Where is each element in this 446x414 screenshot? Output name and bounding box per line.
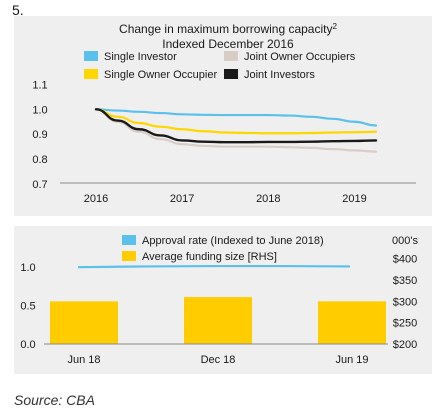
right-tick-label: $350 <box>393 275 417 287</box>
approval-funding-chart-panel: Approval rate (Indexed to June 2018) Aver… <box>14 226 432 374</box>
x-tick-label: 2019 <box>342 193 366 205</box>
legend-swatch-single-owner-occupier <box>84 69 98 79</box>
y-tick-label: 0.8 <box>32 154 47 166</box>
right-tick-label: $300 <box>393 296 417 308</box>
legend-swatch-approval-rate-indexed-to-june-2018 <box>122 235 136 245</box>
legend-label-joint-owner-occupiers: Joint Owner Occupiers <box>244 51 356 63</box>
right-tick-label: $400 <box>393 254 417 266</box>
x-axis-ticks: 2016 2017 2018 2019 <box>84 193 367 205</box>
approval-funding-chart: Approval rate (Indexed to June 2018) Aver… <box>20 235 418 366</box>
y-tick-label: 0.9 <box>32 129 47 141</box>
legend-label-single-investor: Single Investor <box>104 51 177 63</box>
funding-bar-dec-18 <box>184 297 252 344</box>
legend-swatch-average-funding-size-rhs <box>122 251 136 261</box>
approval-line <box>77 264 351 269</box>
chart-legend: Approval rate (Indexed to June 2018) Aver… <box>122 235 324 263</box>
funding-bars <box>50 297 386 344</box>
legend-swatch-single-investor <box>84 51 98 61</box>
legend-swatch-joint-investors <box>224 69 238 79</box>
chart-title-superscript: 2 <box>332 22 337 31</box>
x-axis-ticks: Jun 18 Dec 18 Jun 19 <box>67 354 368 366</box>
x-tick-label: Dec 18 <box>201 354 236 366</box>
series-line-joint-owner-occupiers <box>94 108 378 153</box>
legend-swatch-joint-owner-occupiers <box>224 51 238 61</box>
chart-title-text: Change in maximum borrowing capacity <box>119 22 332 36</box>
legend-label-average-funding-size-rhs: Average funding size [RHS] <box>142 251 277 263</box>
x-tick-label: Jun 19 <box>335 354 368 366</box>
source-note: Source: CBA <box>14 392 95 408</box>
series-line-single-investor <box>94 108 378 127</box>
left-tick-label: 1.0 <box>20 262 35 274</box>
chart-legend: Single Investor Single Owner Occupier Join… <box>84 51 356 81</box>
left-tick-label: 0.5 <box>20 301 35 313</box>
x-tick-label: 2017 <box>170 193 194 205</box>
figure-number: 5. <box>12 2 24 18</box>
right-axis-unit-label: 000's <box>392 235 418 247</box>
x-tick-label: 2016 <box>84 193 108 205</box>
left-tick-label: 0.0 <box>20 339 35 351</box>
chart-subtitle: Indexed December 2016 <box>162 37 294 51</box>
right-axis-ticks: $400 $350 $300 $250 $200 <box>393 254 417 351</box>
y-tick-label: 1.0 <box>32 104 47 116</box>
borrowing-capacity-chart-panel: Change in maximum borrowing capacity2 In… <box>14 16 432 216</box>
funding-bar-jun-19 <box>318 301 386 344</box>
legend-label-joint-investors: Joint Investors <box>244 69 315 81</box>
right-tick-label: $200 <box>393 339 417 351</box>
right-tick-label: $250 <box>393 318 417 330</box>
chart-title: Change in maximum borrowing capacity2 <box>119 22 337 36</box>
funding-bar-jun-18 <box>50 301 118 344</box>
y-tick-label: 1.1 <box>32 79 47 91</box>
x-tick-label: Jun 18 <box>67 354 100 366</box>
legend-label-single-owner-occupier: Single Owner Occupier <box>104 69 217 81</box>
left-axis-ticks: 1.0 0.5 0.0 <box>20 262 35 351</box>
series-line-single-owner-occupier <box>94 108 378 135</box>
series-line-joint-investors <box>94 108 378 144</box>
y-tick-label: 0.7 <box>32 179 47 191</box>
legend-label-approval-rate-indexed-to-june-2018: Approval rate (Indexed to June 2018) <box>142 235 324 247</box>
series-lines <box>94 108 378 153</box>
borrowing-capacity-chart: Change in maximum borrowing capacity2 In… <box>32 22 416 205</box>
x-tick-label: 2018 <box>256 193 280 205</box>
y-axis-ticks: 1.1 1.0 0.9 0.8 0.7 <box>32 79 47 191</box>
approval-rate-line <box>77 264 351 269</box>
